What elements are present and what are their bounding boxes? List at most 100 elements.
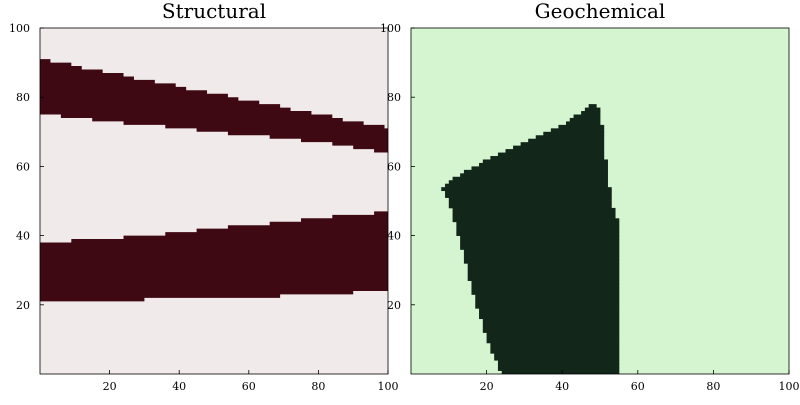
structural-y-axis-ticks: 20 40 60 80 100 — [9, 22, 44, 312]
geochemical-zone-cell — [482, 329, 620, 333]
geochemical-zone-cell — [456, 225, 620, 230]
geochemical-zone-cell — [565, 121, 601, 126]
geochemical-zone-cell — [471, 284, 620, 288]
geochemical-zone-cell — [558, 124, 605, 129]
geochemical-zone-cell — [463, 256, 620, 261]
geochemical-zone-cell — [452, 218, 620, 223]
structural-x-axis-ticks: 20 40 60 80 100 — [103, 370, 399, 393]
geochemical-zone-cell — [452, 211, 616, 216]
geochemical-zone-cell — [543, 131, 605, 136]
structural-regions — [40, 59, 388, 302]
geochemical-zone-cell — [479, 315, 620, 320]
geochemical-zone-cell — [460, 173, 608, 178]
geochemical-zone-cell — [456, 221, 620, 226]
geochemical-frame — [410, 27, 790, 375]
geochemical-zone-cell — [471, 290, 620, 295]
structural-frame — [39, 27, 389, 375]
geochemical-zone-cell — [588, 104, 597, 108]
geochemical-y-axis-ticks: 20 40 60 80 100 — [380, 22, 415, 312]
geochemical-zone-cell — [463, 249, 620, 254]
geochemical-zone-cell — [475, 297, 620, 302]
structural-band-1 — [40, 59, 388, 153]
geochemical-y-tick-label: 40 — [387, 230, 401, 243]
structural-y-tick-label: 40 — [16, 230, 30, 243]
geochemical-zone-cell — [482, 159, 608, 164]
geochemical-x-axis-ticks: 20 40 60 80 100 — [480, 370, 800, 393]
structural-y-tick-label: 60 — [16, 160, 30, 173]
geochemical-zone-cell — [471, 287, 620, 292]
structural-x-tick-label: 20 — [103, 380, 117, 393]
geochemical-zone-cell — [445, 183, 608, 188]
geochemical-zone-cell — [475, 301, 620, 306]
geochemical-zone-cell — [497, 152, 605, 157]
geochemical-zone-cell — [494, 356, 620, 361]
geochemical-y-tick-label: 60 — [387, 160, 401, 173]
geochemical-zone-cell — [479, 311, 620, 316]
geochemical-zone-cell — [467, 270, 620, 275]
geochemical-y-tick-label: 100 — [380, 22, 401, 35]
geochemical-zone-cell — [460, 239, 620, 243]
geochemical-zone-cell — [490, 342, 620, 347]
geochemical-zone-cell — [490, 349, 620, 354]
geochemical-zone-cell — [475, 304, 620, 309]
structural-x-tick-label: 100 — [378, 380, 399, 393]
geochemical-zone-cell — [448, 180, 608, 185]
geochemical-zone-cell — [535, 135, 605, 140]
geochemical-zone-cell — [486, 335, 620, 340]
geochemical-zone-cell — [448, 204, 612, 209]
geochemical-zone — [441, 104, 620, 374]
geochemical-zone-cell — [467, 273, 620, 278]
geochemical-zone-cell — [486, 332, 620, 337]
geochemical-zone-cell — [497, 360, 620, 365]
geochemical-zone-cell — [505, 149, 605, 153]
geochemical-zone-cell — [513, 145, 605, 150]
geochemical-zone-cell — [463, 259, 620, 264]
geochemical-zone-cell — [573, 114, 601, 119]
structural-x-tick-label: 40 — [172, 380, 186, 393]
geochemical-zone-cell — [456, 232, 620, 236]
geochemical-x-tick-label: 40 — [555, 380, 569, 393]
geochemical-zone-cell — [482, 325, 620, 330]
geochemical-zone-cell — [452, 207, 616, 212]
geochemical-y-tick-label: 80 — [387, 91, 401, 104]
structural-panel: Structural 20 40 60 80 100 20 40 60 80 100 — [9, 0, 399, 393]
geochemical-zone-cell — [441, 187, 612, 192]
geochemical-zone-cell — [479, 308, 620, 313]
geochemical-x-tick-label: 100 — [779, 380, 800, 393]
geochemical-zone-cell — [445, 190, 612, 195]
geochemical-zone-cell — [486, 339, 620, 344]
geochemical-zone-cell — [490, 346, 620, 351]
geochemical-zone-cell — [497, 363, 620, 368]
geochemical-x-tick-label: 60 — [631, 380, 645, 393]
geochemical-zone-cell — [494, 353, 620, 358]
geochemical-zone-cell — [501, 370, 620, 374]
geochemical-zone-cell — [482, 322, 620, 326]
geochemical-zone-cell — [463, 252, 620, 257]
structural-plot-area — [39, 27, 389, 375]
geochemical-regions — [441, 104, 620, 374]
structural-y-tick-label: 80 — [16, 91, 30, 104]
geochemical-zone-cell — [520, 142, 605, 147]
structural-y-tick-label: 100 — [9, 22, 30, 35]
geochemical-zone-cell — [528, 138, 605, 143]
structural-x-tick-label: 60 — [242, 380, 256, 393]
geochemical-x-tick-label: 20 — [480, 380, 494, 393]
geochemical-zone-cell — [471, 280, 620, 285]
geochemical-zone-cell — [463, 169, 608, 174]
structural-panel-title: Structural — [162, 0, 266, 23]
geochemical-zone-cell — [482, 318, 620, 323]
structural-band-2 — [40, 211, 388, 302]
geochemical-zone-cell — [448, 197, 612, 202]
geochemical-zone-cell — [550, 128, 605, 133]
geochemical-zone-cell — [584, 107, 601, 112]
structural-x-tick-label: 80 — [311, 380, 325, 393]
geochemical-panel: Geochemical 20 40 60 80 100 20 40 60 80 100 — [380, 0, 800, 393]
geochemical-zone-cell — [490, 156, 605, 160]
geochemical-zone-cell — [460, 242, 620, 247]
geochemical-zone-cell — [471, 166, 608, 171]
geochemical-zone-cell — [452, 176, 608, 181]
geochemical-plot-area — [410, 27, 790, 375]
geochemical-zone-cell — [581, 111, 601, 115]
